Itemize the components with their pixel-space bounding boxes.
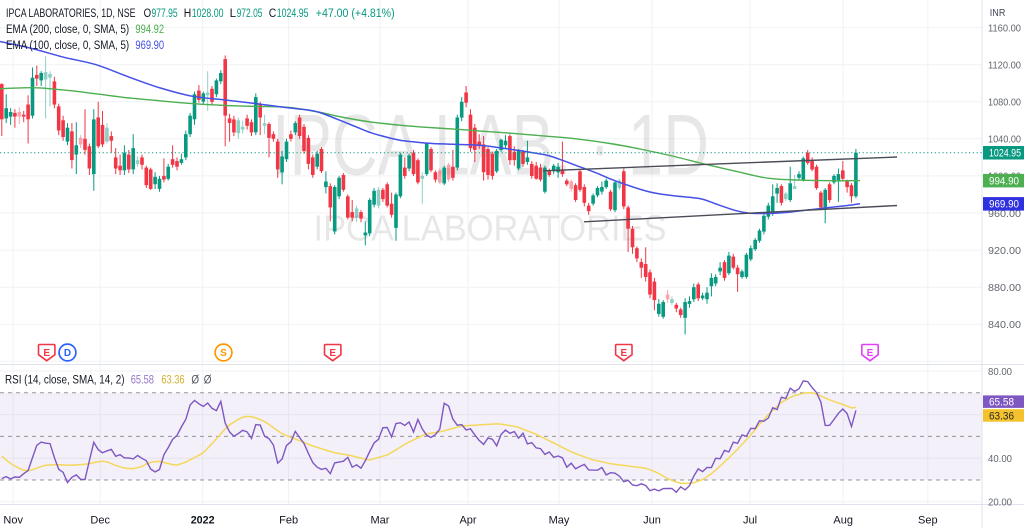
svg-text:E: E (620, 348, 627, 359)
svg-text:960.00: 960.00 (988, 208, 1021, 220)
svg-text:RSI (14, close, SMA, 14, 2): RSI (14, close, SMA, 14, 2) (5, 374, 125, 386)
svg-text:Jun: Jun (643, 515, 661, 527)
svg-text:80.00: 80.00 (988, 366, 1012, 378)
svg-text:E: E (867, 348, 874, 359)
svg-text:EMA (100, close, 0, SMA, 5): EMA (100, close, 0, SMA, 5) (6, 40, 129, 52)
svg-text:969.90: 969.90 (989, 199, 1019, 211)
svg-text:1024.95: 1024.95 (989, 148, 1021, 160)
svg-text:S: S (220, 348, 227, 359)
svg-text:972.05: 972.05 (237, 8, 263, 20)
svg-text:Mar: Mar (371, 515, 390, 527)
svg-text:40.00: 40.00 (988, 453, 1012, 465)
svg-text:Sep: Sep (918, 515, 938, 527)
svg-text:63.36: 63.36 (161, 374, 184, 386)
svg-text:Nov: Nov (3, 515, 23, 527)
svg-text:994.90: 994.90 (989, 175, 1019, 187)
svg-text:IPCA LABORATORIES, 1D, NSE: IPCA LABORATORIES, 1D, NSE (6, 8, 136, 20)
svg-text:May: May (549, 515, 570, 527)
svg-text:O: O (144, 8, 152, 20)
svg-text:1028.00: 1028.00 (192, 8, 224, 20)
svg-text:Ø: Ø (191, 374, 199, 386)
svg-text:1120.00: 1120.00 (988, 59, 1021, 71)
svg-text:1040.00: 1040.00 (988, 134, 1021, 146)
svg-text:63.36: 63.36 (989, 410, 1014, 422)
svg-text:Jul: Jul (743, 515, 757, 527)
svg-text:EMA (200, close, 0, SMA, 5): EMA (200, close, 0, SMA, 5) (6, 24, 129, 36)
svg-text:1160.00: 1160.00 (988, 22, 1021, 34)
svg-text:E: E (329, 348, 336, 359)
svg-text:D: D (64, 348, 71, 359)
svg-text:880.00: 880.00 (988, 282, 1021, 294)
svg-text:L: L (230, 8, 237, 20)
svg-text:INR: INR (990, 7, 1006, 19)
svg-text:IPCA LABORATORIES: IPCA LABORATORIES (314, 208, 667, 249)
svg-text:1080.00: 1080.00 (988, 97, 1021, 109)
svg-text:Ø: Ø (204, 374, 212, 386)
svg-text:Aug: Aug (833, 515, 853, 527)
svg-text:20.00: 20.00 (988, 497, 1012, 509)
svg-text:+47.00 (+4.81%): +47.00 (+4.81%) (316, 8, 395, 20)
svg-text:Feb: Feb (279, 515, 298, 527)
svg-text:994.92: 994.92 (135, 24, 164, 36)
svg-text:2022: 2022 (191, 515, 215, 527)
svg-text:65.58: 65.58 (989, 396, 1014, 408)
svg-text:969.90: 969.90 (135, 40, 164, 52)
svg-text:H: H (184, 8, 192, 20)
svg-text:Apr: Apr (459, 515, 476, 527)
svg-text:65.58: 65.58 (131, 374, 154, 386)
svg-text:Dec: Dec (90, 515, 110, 527)
svg-text:977.95: 977.95 (152, 8, 178, 20)
svg-text:C: C (269, 8, 277, 20)
svg-text:E: E (43, 348, 50, 359)
svg-text:1024.95: 1024.95 (277, 8, 309, 20)
svg-text:840.00: 840.00 (988, 319, 1021, 331)
svg-text:920.00: 920.00 (988, 245, 1021, 257)
